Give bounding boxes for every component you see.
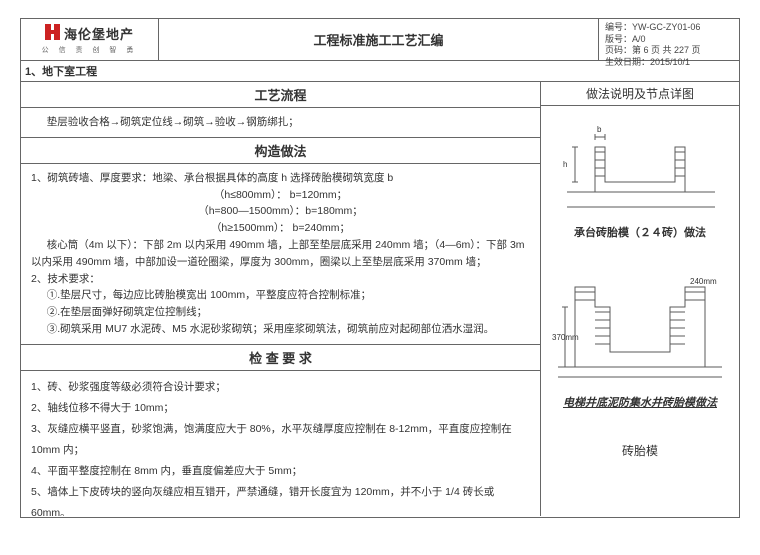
diagram-2: 240mm 370mm 电梯井底泥防集水井砖胎模做法 bbox=[541, 246, 739, 416]
diagram-2-svg: 240mm 370mm bbox=[550, 252, 730, 392]
doc-meta: 编号：YW-GC-ZY01-06 版号：A/0 页码：第 6 页 共 227 页… bbox=[599, 19, 739, 60]
svg-text:240mm: 240mm bbox=[690, 277, 717, 286]
construct-p1c: （h≥1500mm）： b=240mm； bbox=[31, 220, 530, 237]
construct-body: 1、砌筑砖墙、厚度要求：地梁、承台根据具体的高度 h 选择砖胎模砌筑宽度 b （… bbox=[21, 164, 540, 344]
construct-p3: 2、技术要求： bbox=[31, 271, 530, 288]
check-body: 1、砖、砂浆强度等级必须符合设计要求； 2、轴线位移不得大于 10mm； 3、灰… bbox=[21, 371, 540, 516]
construct-p1a: （h≤800mm）： b=120mm； bbox=[31, 187, 530, 204]
construct-p3a: ①.垫层尺寸，每边应比砖胎模宽出 100mm，平整度应符合控制标准； bbox=[31, 287, 530, 304]
logo-icon bbox=[45, 24, 61, 43]
diagram-1-svg: h b bbox=[555, 112, 725, 222]
diagram-2-caption: 电梯井底泥防集水井砖胎模做法 bbox=[563, 394, 717, 410]
meta-date-label: 生效日期： bbox=[605, 57, 650, 67]
construct-p1: 1、砌筑砖墙、厚度要求：地梁、承台根据具体的高度 h 选择砖胎模砌筑宽度 b bbox=[31, 170, 530, 187]
band-check: 检 查 要 求 bbox=[21, 344, 540, 371]
check-1: 1、砖、砂浆强度等级必须符合设计要求； bbox=[31, 377, 530, 398]
content-columns: 工艺流程 垫层验收合格→砌筑定位线→砌筑→验收→钢筋绑扎； 构造做法 1、砌筑砖… bbox=[21, 81, 739, 516]
check-5: 5、墙体上下皮砖块的竖向灰缝应相互错开，严禁通缝，错开长度宜为 120mm，并不… bbox=[31, 482, 530, 516]
meta-code: YW-GC-ZY01-06 bbox=[632, 22, 700, 32]
check-3: 3、灰缝应横平竖直，砂浆饱满，饱满度应大于 80%，水平灰缝厚度应控制在 8-1… bbox=[31, 419, 530, 461]
meta-ver: A/0 bbox=[632, 34, 646, 44]
meta-page: 第 6 页 共 227 页 bbox=[632, 45, 701, 55]
page: 海伦堡地产 公 信 责 创 智 勇 工程标准施工工艺汇编 编号：YW-GC-ZY… bbox=[20, 18, 740, 518]
band-process: 工艺流程 bbox=[21, 81, 540, 108]
band-diagram: 做法说明及节点详图 bbox=[541, 81, 739, 106]
header: 海伦堡地产 公 信 责 创 智 勇 工程标准施工工艺汇编 编号：YW-GC-ZY… bbox=[21, 19, 739, 61]
logo-block: 海伦堡地产 公 信 责 创 智 勇 bbox=[21, 19, 159, 60]
meta-date: 2015/10/1 bbox=[650, 57, 690, 67]
construct-p2: 核心筒（4m 以下）：下部 2m 以内采用 490mm 墙，上部至垫层底采用 2… bbox=[31, 237, 530, 271]
diagram-1: h b 承台砖胎模（２４砖）做法 bbox=[541, 106, 739, 246]
doc-title: 工程标准施工工艺汇编 bbox=[159, 19, 599, 60]
meta-ver-label: 版号： bbox=[605, 34, 632, 44]
left-column: 工艺流程 垫层验收合格→砌筑定位线→砌筑→验收→钢筋绑扎； 构造做法 1、砌筑砖… bbox=[21, 81, 541, 516]
construct-p3b: ②.在垫层面弹好砌筑定位控制线； bbox=[31, 304, 530, 321]
construct-p1b: （h=800—1500mm）：b=180mm； bbox=[31, 203, 530, 220]
check-2: 2、轴线位移不得大于 10mm； bbox=[31, 398, 530, 419]
check-4: 4、平面平整度控制在 8mm 内，垂直度偏差应大于 5mm； bbox=[31, 461, 530, 482]
logo-subtext: 公 信 责 创 智 勇 bbox=[42, 45, 138, 55]
logo-text: 海伦堡地产 bbox=[64, 24, 134, 43]
meta-code-label: 编号： bbox=[605, 22, 632, 32]
svg-text:b: b bbox=[597, 125, 602, 134]
right-column: 做法说明及节点详图 h bbox=[541, 81, 739, 516]
right-footer-caption: 砖胎模 bbox=[541, 416, 739, 459]
construct-p3c: ③.砌筑采用 MU7 水泥砖、M5 水泥砂浆砌筑；采用座浆砌筑法，砌筑前应对起砌… bbox=[31, 321, 530, 338]
diagram-1-caption: 承台砖胎模（２４砖）做法 bbox=[574, 224, 706, 240]
svg-text:370mm: 370mm bbox=[552, 333, 579, 342]
band-construct: 构造做法 bbox=[21, 137, 540, 164]
svg-text:h: h bbox=[563, 160, 567, 169]
meta-page-label: 页码： bbox=[605, 45, 632, 55]
process-flow: 垫层验收合格→砌筑定位线→砌筑→验收→钢筋绑扎； bbox=[31, 114, 530, 131]
